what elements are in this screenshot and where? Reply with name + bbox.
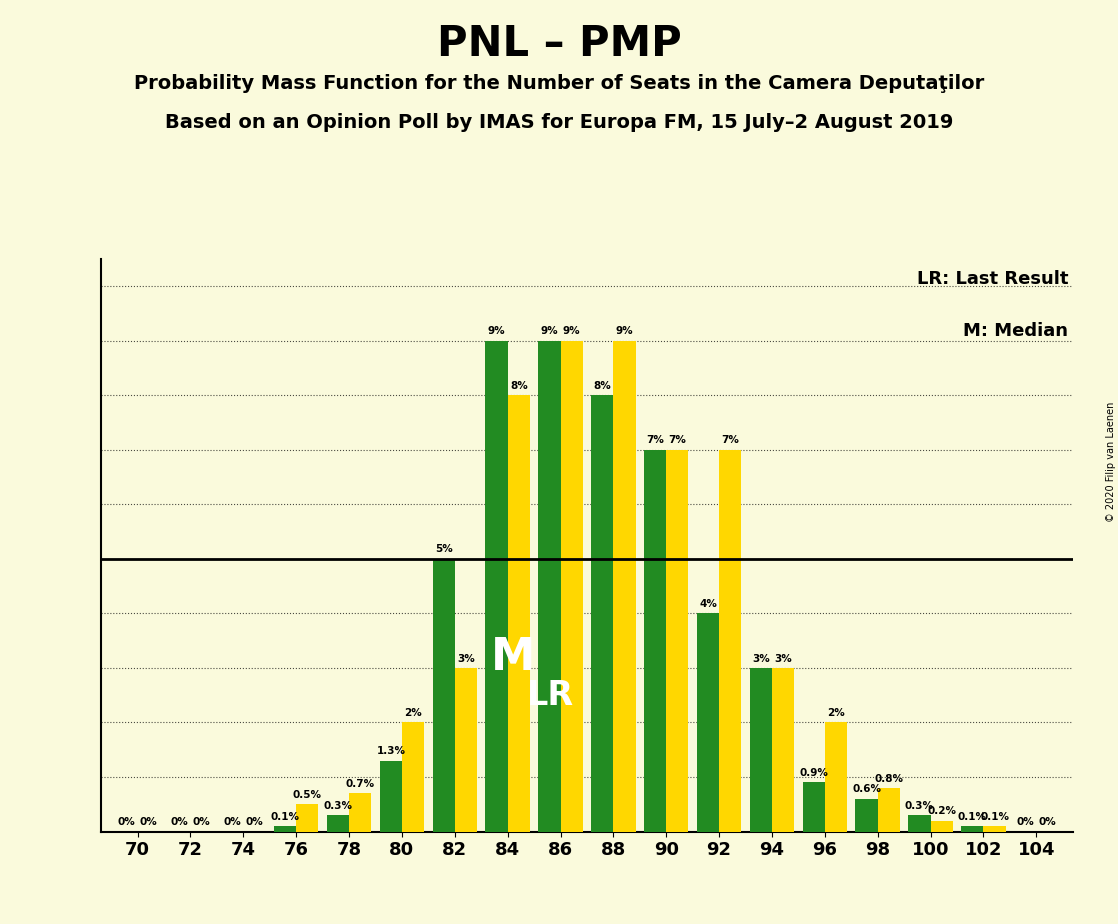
Bar <box>771 668 794 832</box>
Text: 7%: 7% <box>721 435 739 445</box>
Text: M: M <box>491 636 536 678</box>
Text: LR: Last Result: LR: Last Result <box>917 270 1069 288</box>
Text: 0.2%: 0.2% <box>927 807 956 816</box>
Text: 3%: 3% <box>752 653 769 663</box>
Text: 0%: 0% <box>224 817 241 827</box>
Bar <box>591 395 614 832</box>
Bar <box>697 614 719 832</box>
Bar <box>719 450 741 832</box>
Text: 0%: 0% <box>1039 817 1057 827</box>
Bar <box>560 341 582 832</box>
Text: 0.9%: 0.9% <box>799 768 828 778</box>
Bar <box>908 815 930 832</box>
Text: 0%: 0% <box>140 817 158 827</box>
Text: 4%: 4% <box>699 599 717 609</box>
Text: 9%: 9% <box>487 326 505 336</box>
Bar <box>274 826 296 832</box>
Bar <box>984 826 1005 832</box>
Bar <box>349 794 371 832</box>
Text: 1.3%: 1.3% <box>377 747 406 757</box>
Text: 3%: 3% <box>774 653 792 663</box>
Bar <box>539 341 560 832</box>
Bar <box>614 341 636 832</box>
Text: 8%: 8% <box>510 381 528 391</box>
Bar <box>825 723 847 832</box>
Bar <box>380 760 402 832</box>
Text: 3%: 3% <box>457 653 475 663</box>
Bar <box>296 804 319 832</box>
Text: 0%: 0% <box>246 817 264 827</box>
Text: PNL – PMP: PNL – PMP <box>437 23 681 65</box>
Bar <box>644 450 666 832</box>
Text: 0.1%: 0.1% <box>958 812 987 821</box>
Bar <box>803 783 825 832</box>
Text: 8%: 8% <box>594 381 612 391</box>
Bar <box>666 450 689 832</box>
Text: 9%: 9% <box>616 326 633 336</box>
Bar <box>930 821 953 832</box>
Bar <box>508 395 530 832</box>
Bar <box>433 559 455 832</box>
Text: 0%: 0% <box>192 817 210 827</box>
Bar <box>961 826 984 832</box>
Text: 2%: 2% <box>827 708 845 718</box>
Bar <box>750 668 771 832</box>
Text: © 2020 Filip van Laenen: © 2020 Filip van Laenen <box>1106 402 1116 522</box>
Bar <box>455 668 477 832</box>
Text: 0%: 0% <box>171 817 188 827</box>
Text: 0%: 0% <box>117 817 135 827</box>
Text: 0.1%: 0.1% <box>271 812 300 821</box>
Text: 7%: 7% <box>646 435 664 445</box>
Bar <box>485 341 508 832</box>
Bar <box>402 723 424 832</box>
Text: 7%: 7% <box>669 435 686 445</box>
Text: 9%: 9% <box>541 326 558 336</box>
Text: 0.3%: 0.3% <box>323 801 352 811</box>
Text: 0.1%: 0.1% <box>980 812 1010 821</box>
Text: 2%: 2% <box>405 708 421 718</box>
Bar <box>878 788 900 832</box>
Text: 0.3%: 0.3% <box>904 801 934 811</box>
Bar <box>855 799 878 832</box>
Text: 0.6%: 0.6% <box>852 784 881 795</box>
Text: M: Median: M: Median <box>964 322 1069 340</box>
Text: 0%: 0% <box>1016 817 1034 827</box>
Text: 0.8%: 0.8% <box>874 773 903 784</box>
Text: LR: LR <box>527 679 574 711</box>
Bar <box>326 815 349 832</box>
Text: Probability Mass Function for the Number of Seats in the Camera Deputaţilor: Probability Mass Function for the Number… <box>134 74 984 93</box>
Text: 0.7%: 0.7% <box>345 779 375 789</box>
Text: 0.5%: 0.5% <box>293 790 322 800</box>
Text: Based on an Opinion Poll by IMAS for Europa FM, 15 July–2 August 2019: Based on an Opinion Poll by IMAS for Eur… <box>164 113 954 132</box>
Text: 9%: 9% <box>562 326 580 336</box>
Text: 5%: 5% <box>435 544 453 554</box>
